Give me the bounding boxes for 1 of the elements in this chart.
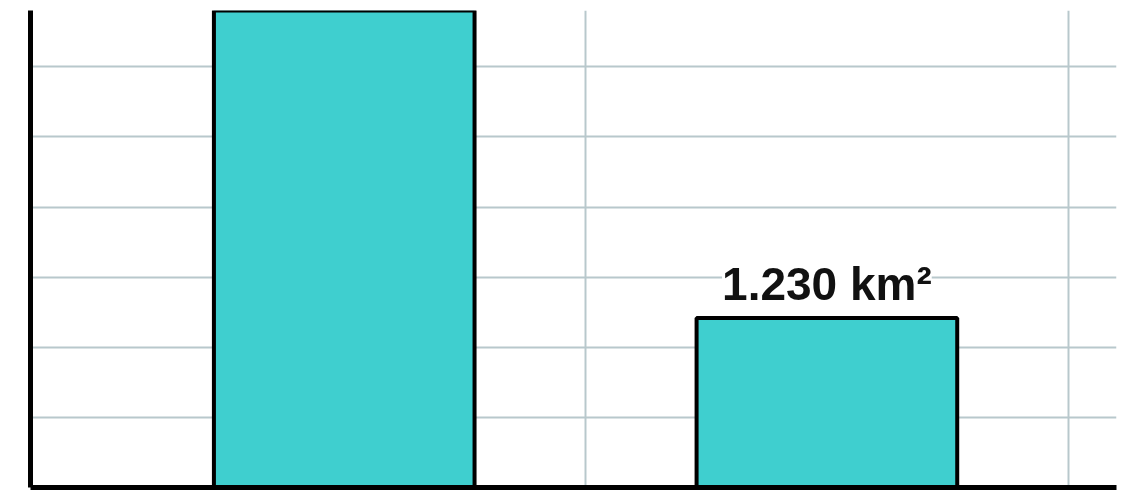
data-label: 1.230 km² [722, 257, 932, 310]
